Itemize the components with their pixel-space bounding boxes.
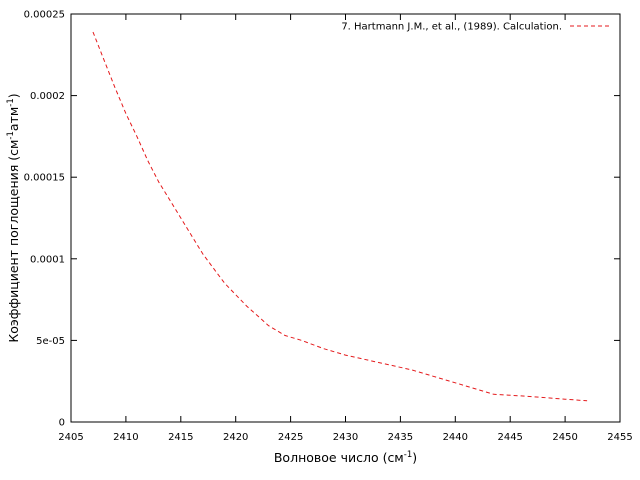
series-layer <box>92 31 588 402</box>
x-tick-label: 2425 <box>278 432 303 443</box>
x-tick-label: 2435 <box>388 432 413 443</box>
x-tick-label: 2420 <box>223 432 248 443</box>
y-tick-label: 0.0001 <box>30 254 65 265</box>
y-axis-label: Коэффициент поглощения (см-1атм-1) <box>6 93 21 342</box>
y-tick-label: 0.0002 <box>30 91 65 102</box>
x-axis-ticks: 2405 2410 2415 2420 2425 2430 2435 2440 2445 2450… <box>58 14 633 443</box>
legend-series-label: 7. Hartmann J.M., et al., (1989). Calcul… <box>341 22 562 33</box>
x-tick-label: 2405 <box>58 432 83 443</box>
x-tick-label: 2440 <box>443 432 468 443</box>
series-line-0 <box>92 31 588 402</box>
x-tick-label: 2445 <box>497 432 522 443</box>
y-axis-ticks: 0 5e-05 0.0001 0.00015 0.0002 0.00025 <box>24 10 620 429</box>
y-tick-label: 0.00015 <box>24 173 65 184</box>
y-tick-label: 5e-05 <box>36 336 65 347</box>
x-axis-label: Волновое число (см-1) <box>274 450 417 465</box>
y-tick-label: 0 <box>59 418 65 429</box>
x-tick-label: 2415 <box>168 432 193 443</box>
x-tick-label: 2410 <box>113 432 138 443</box>
x-tick-label: 2450 <box>552 432 577 443</box>
x-tick-label: 2455 <box>607 432 632 443</box>
plot-frame <box>70 13 621 423</box>
legend: 7. Hartmann J.M., et al., (1989). Calcul… <box>341 22 610 33</box>
y-tick-label: 0.00025 <box>24 10 65 21</box>
x-tick-label: 2430 <box>333 432 358 443</box>
